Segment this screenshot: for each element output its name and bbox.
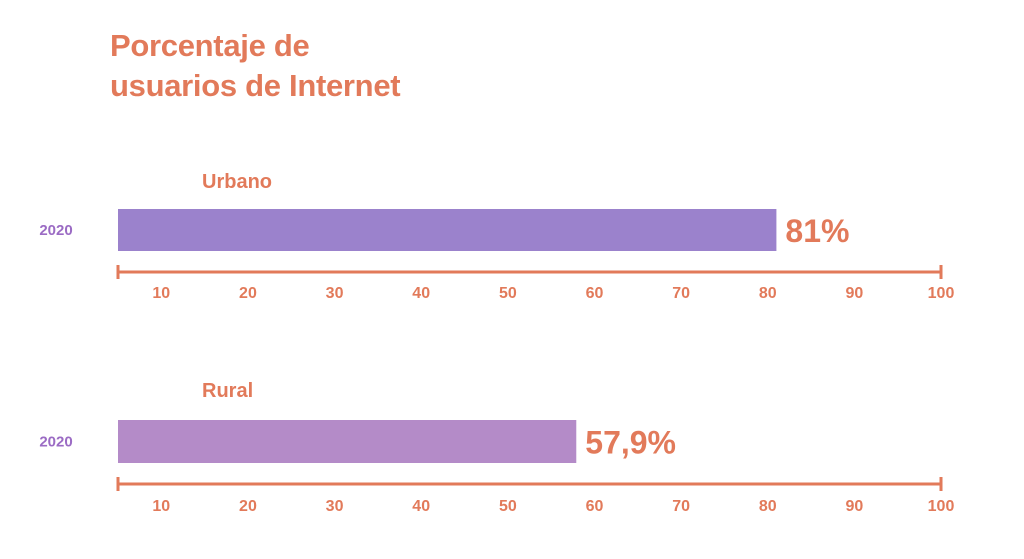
chart-1-tick-label: 50 xyxy=(499,498,517,515)
chart-0-tick-label: 50 xyxy=(499,285,517,302)
chart-0-bar xyxy=(118,209,777,251)
chart-1-section-label: Rural xyxy=(202,380,253,402)
chart-0-tick-label: 100 xyxy=(928,285,955,302)
chart-0-tick-label: 70 xyxy=(672,285,690,302)
chart-0-category-label: 2020 xyxy=(39,222,72,239)
chart-1-tick-label: 90 xyxy=(845,498,863,515)
chart-title-line-1: Porcentaje de xyxy=(110,28,310,63)
chart-1-tick-label: 80 xyxy=(759,498,777,515)
chart-1-category-label: 2020 xyxy=(39,434,72,451)
chart-0-tick-label: 40 xyxy=(412,285,430,302)
chart-0-value-label: 81% xyxy=(785,213,849,249)
chart-title: Porcentaje de usuarios de Internet xyxy=(110,26,401,106)
chart-0-tick-label: 90 xyxy=(845,285,863,302)
chart-0-tick-label: 80 xyxy=(759,285,777,302)
chart-0-tick-label: 30 xyxy=(326,285,344,302)
chart-0-tick-label: 10 xyxy=(152,285,170,302)
chart-1-tick-label: 30 xyxy=(326,498,344,515)
chart-1-tick-label: 20 xyxy=(239,498,257,515)
chart-1-value-label: 57,9% xyxy=(585,425,676,461)
chart-0-tick-label: 20 xyxy=(239,285,257,302)
chart-1-tick-label: 40 xyxy=(412,498,430,515)
chart-title-line-2: usuarios de Internet xyxy=(110,68,401,103)
chart-1-bar xyxy=(118,420,577,463)
chart-0-tick-label: 60 xyxy=(586,285,604,302)
chart-1-tick-label: 100 xyxy=(928,498,955,515)
chart-1-tick-label: 70 xyxy=(672,498,690,515)
chart-1-tick-label: 60 xyxy=(586,498,604,515)
chart-0-section-label: Urbano xyxy=(202,171,272,193)
chart-1-tick-label: 10 xyxy=(152,498,170,515)
